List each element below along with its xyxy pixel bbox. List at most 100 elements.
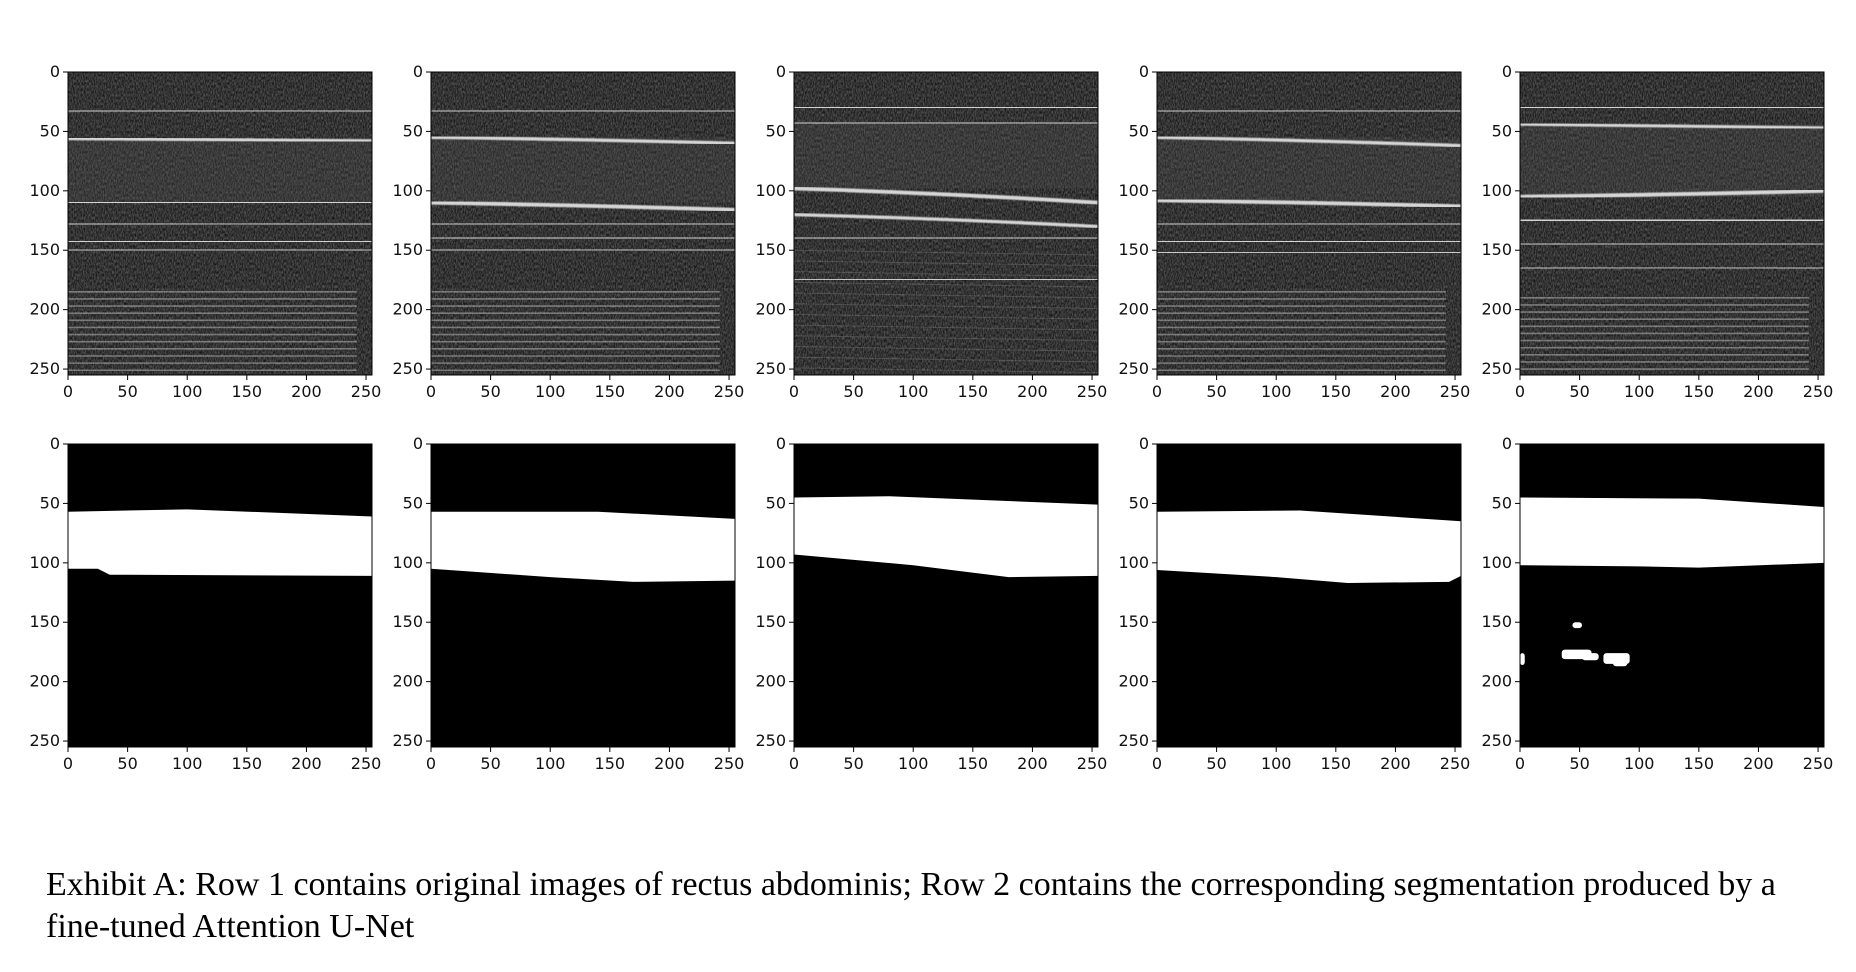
x-tick-label: 50 — [843, 754, 863, 773]
y-tick-label: 200 — [29, 300, 60, 319]
x-tick-label: 200 — [1743, 382, 1774, 401]
y-tick-label: 100 — [1481, 553, 1512, 572]
y-tick-label: 0 — [1502, 434, 1512, 453]
x-tick-label: 100 — [1261, 754, 1292, 773]
panel-frame — [1156, 443, 1462, 748]
x-tick-label: 200 — [1380, 754, 1411, 773]
y-tick-label: 150 — [29, 612, 60, 631]
y-tick-label: 150 — [392, 612, 423, 631]
y-tick-label: 150 — [29, 240, 60, 259]
y-tick-label: 50 — [1129, 493, 1149, 512]
segmentation-mask — [68, 509, 372, 576]
y-tick-label: 50 — [40, 493, 60, 512]
x-tick-label: 0 — [426, 754, 436, 773]
y-tick-label: 100 — [755, 553, 786, 572]
x-tick-label: 150 — [1321, 754, 1352, 773]
x-tick-label: 250 — [351, 754, 382, 773]
y-tick-label: 250 — [1481, 359, 1512, 378]
y-tick-label: 50 — [766, 121, 786, 140]
x-tick-label: 50 — [480, 754, 500, 773]
y-tick-label: 0 — [413, 434, 423, 453]
segmentation-artifact — [1572, 622, 1582, 629]
x-tick-label: 200 — [291, 382, 322, 401]
y-tick-label: 50 — [403, 493, 423, 512]
x-tick-label: 100 — [1624, 754, 1655, 773]
fascia-line — [1157, 198, 1461, 209]
x-tick-label: 150 — [232, 754, 263, 773]
fascia-line — [1520, 218, 1824, 223]
y-tick-label: 50 — [403, 121, 423, 140]
segmentation-mask — [1157, 510, 1461, 584]
y-tick-label: 200 — [1118, 300, 1149, 319]
y-tick-label: 100 — [755, 181, 786, 200]
x-tick-label: 150 — [595, 754, 626, 773]
x-tick-label: 250 — [1440, 382, 1471, 401]
x-tick-label: 200 — [1017, 754, 1048, 773]
x-tick-label: 250 — [1077, 754, 1108, 773]
fascia-line — [431, 222, 735, 226]
x-tick-label: 250 — [351, 382, 382, 401]
y-tick-label: 200 — [392, 300, 423, 319]
y-tick-label: 150 — [392, 240, 423, 259]
x-tick-label: 50 — [843, 382, 863, 401]
y-tick-label: 200 — [755, 300, 786, 319]
panel-frame — [430, 443, 736, 748]
fascia-line — [794, 105, 1098, 109]
x-tick-label: 150 — [958, 382, 989, 401]
panel-frame — [1519, 71, 1825, 376]
y-tick-label: 150 — [1118, 612, 1149, 631]
x-tick-label: 200 — [654, 382, 685, 401]
fascia-line — [68, 239, 372, 244]
y-tick-label: 100 — [1118, 553, 1149, 572]
y-tick-label: 0 — [50, 434, 60, 453]
fascia-line — [431, 200, 735, 212]
y-tick-label: 100 — [29, 553, 60, 572]
x-tick-label: 150 — [1321, 382, 1352, 401]
panel-background — [431, 444, 735, 747]
x-tick-label: 200 — [654, 754, 685, 773]
segmentation-artifact — [1581, 653, 1599, 661]
fascia-line — [431, 135, 735, 145]
y-tick-label: 0 — [50, 62, 60, 81]
x-tick-label: 100 — [172, 382, 203, 401]
x-tick-label: 150 — [595, 382, 626, 401]
figure-grid: 0 50 100 150 200 250 0 50 100 150 200 250 0 50 100 150 2… — [29, 62, 1833, 773]
y-tick-label: 100 — [1118, 181, 1149, 200]
x-tick-label: 0 — [426, 382, 436, 401]
x-tick-label: 0 — [1152, 754, 1162, 773]
x-tick-label: 50 — [1206, 754, 1226, 773]
y-tick-label: 200 — [1481, 672, 1512, 691]
x-tick-label: 0 — [789, 754, 799, 773]
fascia-line — [1520, 122, 1824, 130]
y-tick-label: 200 — [392, 672, 423, 691]
x-tick-label: 100 — [898, 382, 929, 401]
y-tick-label: 0 — [1139, 434, 1149, 453]
x-tick-label: 250 — [714, 754, 745, 773]
y-tick-label: 250 — [755, 359, 786, 378]
panel-frame — [430, 71, 736, 376]
y-tick-label: 250 — [29, 731, 60, 750]
y-tick-label: 250 — [755, 731, 786, 750]
x-tick-label: 50 — [117, 382, 137, 401]
y-tick-label: 250 — [1118, 731, 1149, 750]
x-tick-label: 0 — [789, 382, 799, 401]
y-tick-label: 250 — [29, 359, 60, 378]
y-tick-label: 150 — [1481, 612, 1512, 631]
x-tick-label: 0 — [63, 382, 73, 401]
y-tick-label: 100 — [1481, 181, 1512, 200]
panel-background — [1520, 444, 1824, 747]
x-tick-label: 100 — [535, 754, 566, 773]
x-tick-label: 150 — [958, 754, 989, 773]
y-tick-label: 0 — [776, 62, 786, 81]
x-tick-label: 100 — [172, 754, 203, 773]
fascia-line — [68, 136, 372, 143]
x-tick-label: 150 — [1684, 754, 1715, 773]
y-tick-label: 50 — [1492, 493, 1512, 512]
fascia-line — [68, 109, 372, 113]
x-tick-label: 100 — [1624, 382, 1655, 401]
fascia-line — [1157, 135, 1461, 148]
y-tick-label: 100 — [29, 181, 60, 200]
y-tick-label: 250 — [392, 731, 423, 750]
